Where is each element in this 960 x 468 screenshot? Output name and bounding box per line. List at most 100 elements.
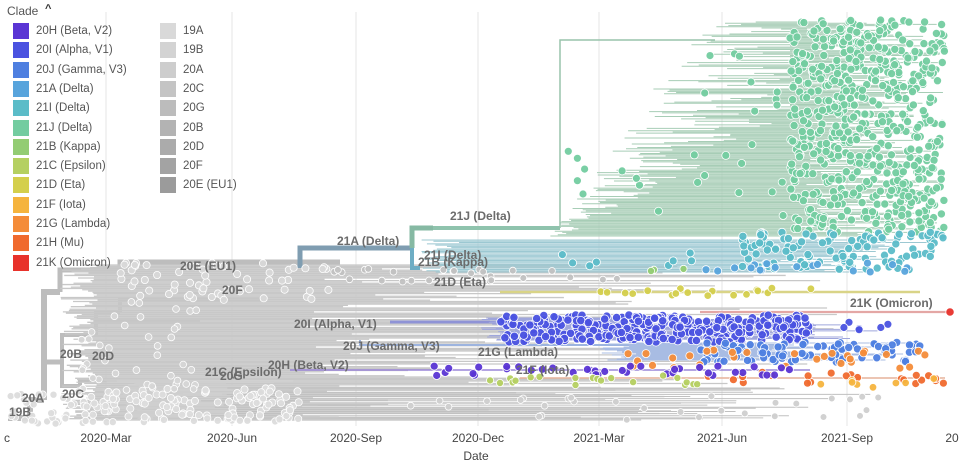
sample-tip (900, 266, 910, 276)
tree-tips[interactable] (6, 15, 955, 428)
sample-tip (568, 258, 577, 268)
clade-label: 20H (Beta, V2) (268, 358, 349, 372)
sample-tip (797, 237, 807, 247)
sample-tip (841, 86, 851, 96)
sample-tip (509, 312, 519, 322)
legend-item[interactable]: 21A (Delta) (13, 80, 94, 97)
sample-tip (790, 104, 800, 114)
sample-tip (96, 341, 104, 350)
legend-item[interactable]: 20B (160, 119, 203, 136)
sample-tip (821, 146, 831, 156)
sample-tip (649, 313, 660, 323)
sample-tip (914, 216, 924, 226)
legend-swatch (160, 119, 176, 136)
legend-item[interactable]: 21F (Iota) (13, 196, 86, 213)
sample-tip (860, 109, 870, 119)
sample-tip (851, 57, 861, 67)
sample-tip (526, 373, 535, 382)
sample-tip (914, 145, 924, 155)
sample-tip (891, 378, 901, 388)
sample-tip (187, 365, 196, 374)
sample-tip (914, 208, 924, 218)
sample-tip (600, 314, 610, 324)
sample-tip (502, 362, 512, 371)
sample-tip (799, 142, 809, 152)
sample-tip (858, 85, 868, 95)
legend-swatch (13, 42, 29, 59)
legend-item[interactable]: 20D (160, 138, 205, 155)
sample-tip (808, 189, 818, 199)
legend-item[interactable]: 20F (160, 158, 203, 175)
legend-item[interactable]: 21I (Delta) (13, 100, 90, 117)
sample-tip (676, 408, 685, 416)
sample-tip (576, 315, 586, 326)
legend-item[interactable]: 20H (Beta, V2) (13, 23, 112, 39)
clade-label: 20J (Gamma, V3) (343, 339, 440, 353)
sample-tip (762, 259, 772, 269)
sample-tip (549, 312, 559, 322)
legend-swatch (13, 80, 29, 97)
legend-label: 21A (Delta) (36, 82, 94, 95)
sample-tip (617, 166, 627, 176)
legend-item[interactable]: 21H (Mu) (13, 235, 84, 252)
legend-item[interactable]: 19A (160, 23, 203, 39)
sample-tip (929, 374, 938, 383)
sample-tip (800, 59, 810, 69)
sample-tip (258, 259, 267, 268)
clade-label: 20I (Alpha, V1) (294, 317, 377, 331)
sample-tip (648, 360, 657, 370)
legend-item[interactable]: 20G (160, 100, 205, 117)
sample-tip (863, 151, 873, 161)
sample-tip (573, 153, 582, 163)
sample-tip (925, 251, 935, 261)
sample-tip (738, 368, 748, 378)
legend-item[interactable]: 21C (Epsilon) (13, 158, 106, 175)
sample-tip (508, 266, 517, 275)
legend-item[interactable]: 20E (EU1) (160, 177, 237, 194)
legend-item[interactable]: 21G (Lambda) (13, 216, 110, 232)
sample-tip (468, 369, 478, 379)
sample-tip (182, 380, 191, 388)
sample-tip (679, 264, 688, 273)
sample-tip (285, 406, 294, 415)
sample-tip (749, 362, 759, 372)
sample-tip (848, 266, 858, 276)
sample-tip (901, 94, 911, 104)
sample-tip (685, 248, 695, 258)
legend-toggle[interactable]: Clade ^ (7, 3, 51, 18)
x-tick-label: 2021-Sep (821, 431, 873, 445)
chevron-up-icon[interactable]: ^ (45, 3, 52, 15)
sample-tip (762, 245, 772, 255)
legend-item[interactable]: 20J (Gamma, V3) (13, 61, 127, 78)
sample-tip (108, 418, 117, 427)
sample-tip (846, 64, 856, 74)
sample-tip (798, 196, 808, 206)
sample-tip (67, 400, 76, 409)
sample-tip (159, 415, 168, 424)
sample-tip (233, 269, 242, 278)
legend-item[interactable]: 19B (160, 42, 203, 59)
legend-label: 20D (183, 140, 205, 153)
sample-tip (519, 274, 528, 282)
legend-item[interactable]: 20C (160, 80, 204, 97)
legend-item[interactable]: 21D (Eta) (13, 177, 85, 194)
legend-item[interactable]: 20A (160, 61, 203, 78)
sample-tip (307, 294, 316, 303)
sample-tip (788, 82, 798, 92)
legend-item[interactable]: 20I (Alpha, V1) (13, 42, 113, 59)
sample-tip (898, 35, 908, 45)
legend-item[interactable]: 21K (Omicron) (13, 254, 111, 271)
sample-tip (162, 403, 171, 412)
sample-tip (643, 286, 652, 295)
sample-tip (127, 298, 136, 306)
sample-tip (701, 316, 712, 326)
sample-tip (27, 416, 36, 425)
sample-tip (540, 331, 551, 342)
sample-tip (889, 77, 899, 87)
sample-tip (713, 361, 723, 371)
sample-tip (246, 392, 255, 401)
legend-item[interactable]: 21B (Kappa) (13, 138, 101, 155)
legend-item[interactable]: 21J (Delta) (13, 119, 92, 136)
sample-tip (868, 96, 878, 106)
clade-label: 21I (Delta) (424, 248, 481, 262)
